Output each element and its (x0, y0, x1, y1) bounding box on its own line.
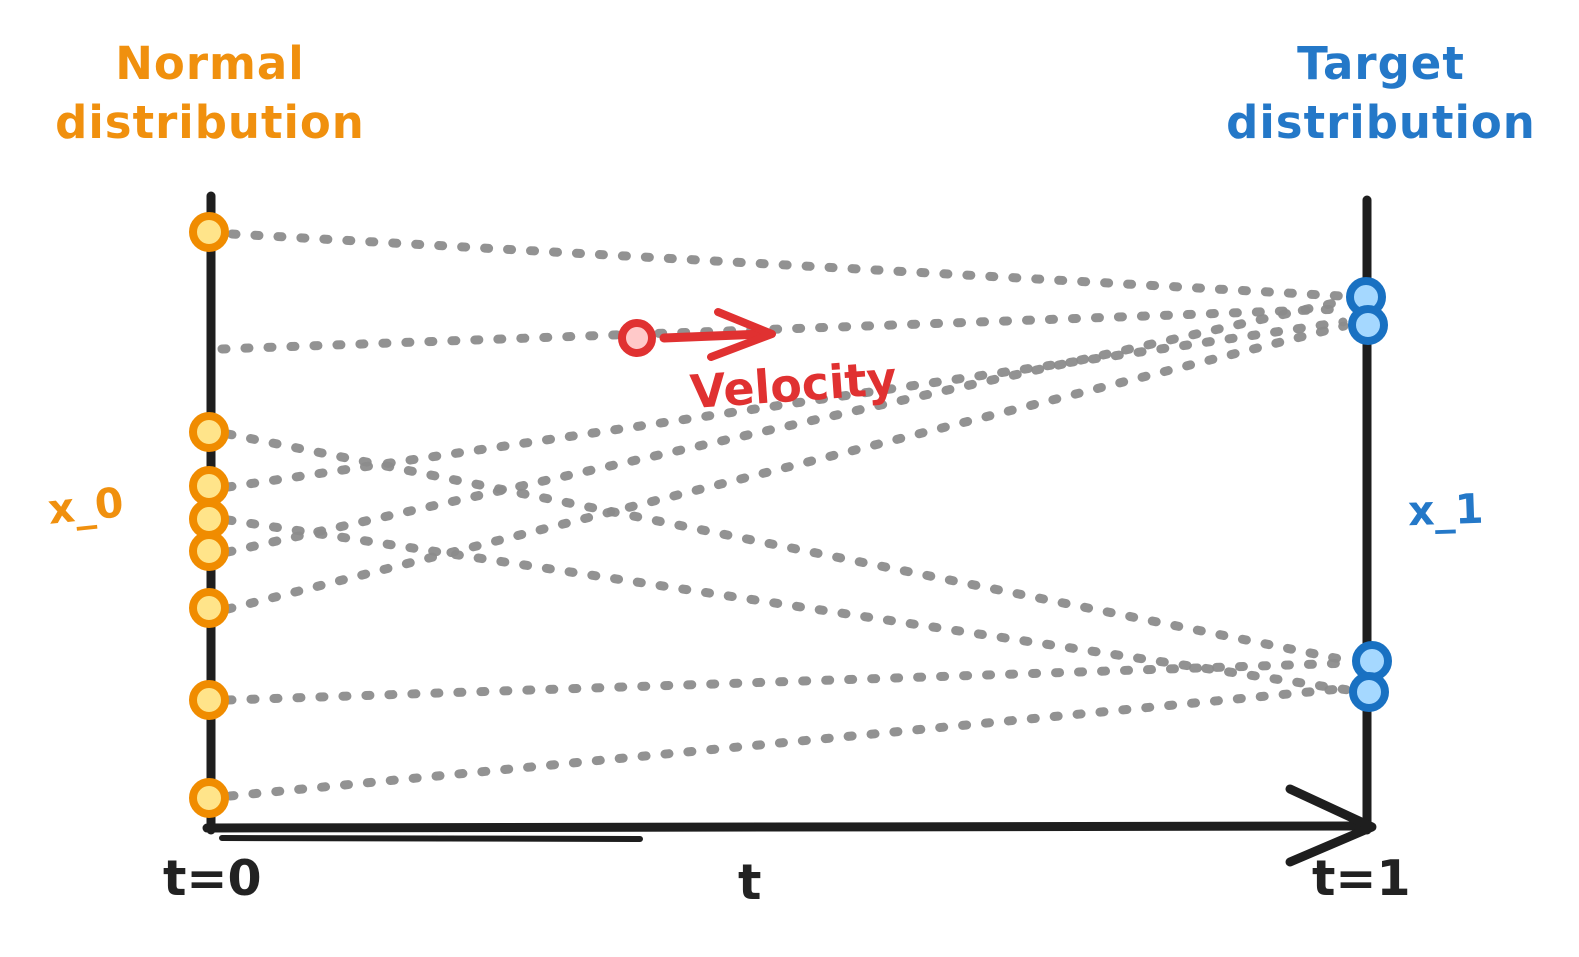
trajectory-dotted-line (223, 515, 1353, 695)
trajectory-dotted-line (223, 317, 1348, 492)
normal-distribution-title: Normal distribution (20, 34, 400, 153)
source-point (189, 212, 229, 252)
source-point (189, 680, 229, 720)
t-label: t (738, 854, 762, 911)
source-point (189, 588, 229, 628)
trajectory-dotted-line (217, 304, 1347, 354)
x0-label: x_0 (45, 478, 126, 534)
source-point (189, 778, 229, 818)
time-axis (202, 821, 1367, 833)
velocity-arrowhead-icon (707, 308, 776, 361)
source-point (189, 466, 229, 506)
t-equals-0-label: t=0 (163, 850, 262, 907)
normal-distribution-title-line1: Normal (115, 37, 305, 90)
trajectory-dotted-line (223, 296, 1348, 557)
source-point (189, 531, 229, 571)
normal-distribution-title-line2: distribution (55, 96, 365, 150)
target-distribution-title: Target distribution (1185, 34, 1577, 153)
target-point (1348, 305, 1388, 345)
target-point (1352, 641, 1392, 681)
t-equals-1-label: t=1 (1312, 850, 1411, 907)
velocity-arrow (659, 329, 769, 343)
target-point (1349, 672, 1389, 712)
source-point (189, 412, 229, 452)
x1-label: x_1 (1407, 484, 1485, 536)
trajectory-dotted-line (227, 229, 1346, 301)
trajectory-dotted-line (225, 683, 1355, 801)
time-axis-arrowhead-icon (1285, 784, 1377, 867)
source-point (189, 499, 229, 539)
trajectory-dotted-line (223, 429, 1355, 666)
target-distribution-title-line2: distribution (1226, 96, 1536, 150)
trajectory-dotted-line (223, 658, 1355, 705)
target-distribution-title-line1: Target (1297, 37, 1465, 90)
velocity-point (618, 319, 656, 357)
time-axis-second-stroke (219, 835, 643, 842)
trajectory-dotted-line (223, 321, 1349, 614)
